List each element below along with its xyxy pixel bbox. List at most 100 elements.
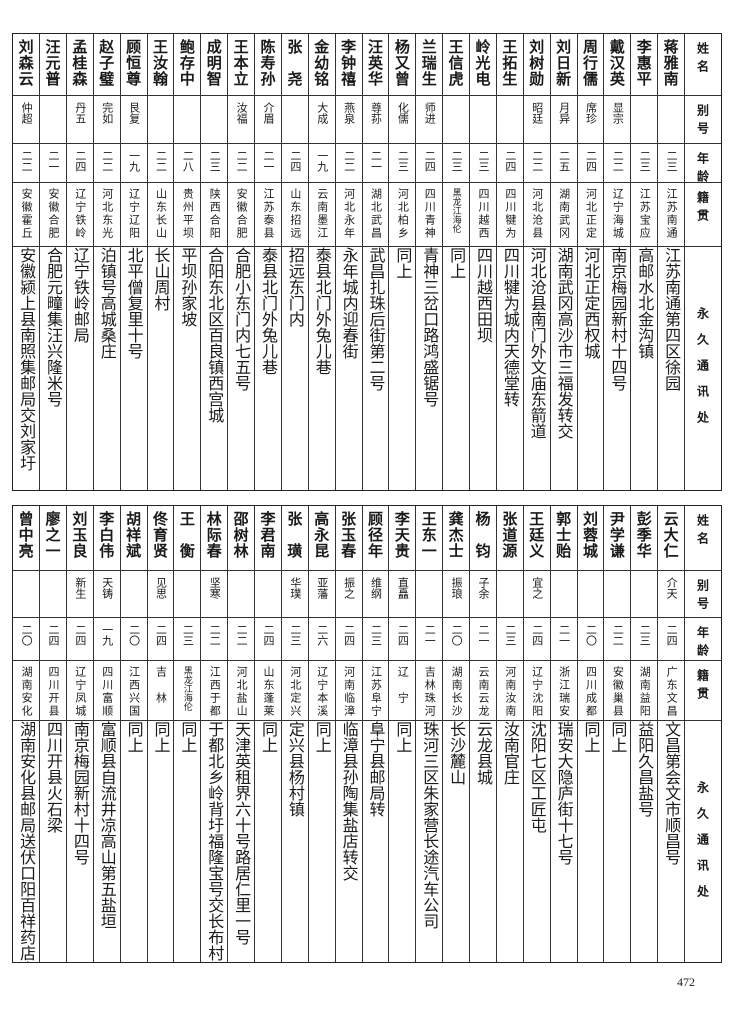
name-text: 龚杰士 <box>446 511 465 559</box>
name-cell: 王汝翰 <box>147 34 174 96</box>
name-text: 刘树勋 <box>527 39 546 87</box>
person-record: 龚杰士 振琅 二〇 湖南长沙 长沙麓山 <box>442 506 469 962</box>
address-cell: 南京梅园新村十四号 <box>604 247 630 490</box>
origin-text: 黑龙江海伦 <box>450 188 461 233</box>
name-text: 张 璜 <box>285 511 304 559</box>
address-cell: 同上 <box>604 721 630 962</box>
origin-text: 江西于都 <box>208 666 222 718</box>
age-text: 二四 <box>46 624 60 646</box>
origin-text: 辽宁铁岭 <box>73 188 87 240</box>
alias-cell <box>174 96 201 144</box>
age-text: 二一 <box>46 150 60 172</box>
age-text: 二二 <box>235 624 249 646</box>
age-text: 二四 <box>423 150 437 172</box>
alias-cell: 见思 <box>147 571 174 618</box>
name-cell: 岭光电 <box>470 34 496 96</box>
origin-cell: 四川犍为 <box>496 183 523 247</box>
person-record: 成明智 二三 陕西合阳 合阳东北区百良镇西宫城 <box>200 34 228 490</box>
age-text: 二四 <box>503 150 517 172</box>
person-record: 邵树林 二二 河北盐山 天津英租界六十号路居仁里一号 <box>227 506 254 962</box>
alias-cell <box>443 96 469 144</box>
name-cell: 张 尧 <box>281 34 308 96</box>
address-cell: 合阳东北区百良镇西宫城 <box>201 247 227 490</box>
origin-text: 四川越西 <box>476 188 490 240</box>
address-text: 安徽颍上县南照集邮局交刘家圩 <box>17 247 37 471</box>
alias-cell: 坚寒 <box>201 571 228 618</box>
alias-cell: 华璞 <box>281 571 308 618</box>
age-cell: 二三 <box>658 144 684 183</box>
age-text: 二四 <box>288 150 302 172</box>
name-cell: 李天贵 <box>389 506 416 571</box>
address-text: 富顺县自流井凉高山第五盐垣 <box>97 721 117 929</box>
origin-cell: 湖南益阳 <box>631 661 658 721</box>
age-cell: 二〇 <box>120 618 147 661</box>
name-cell: 蒋雅南 <box>658 34 684 96</box>
header-column: 姓名 别号 年龄 籍贯 永久通讯处 <box>684 506 721 962</box>
alias-cell: 直矗 <box>389 571 416 618</box>
name-text: 王廷义 <box>527 511 546 559</box>
name-text: 佟育贤 <box>150 511 169 559</box>
address-text: 临漳县孙陶集盐店转交 <box>339 721 359 881</box>
origin-cell: 辽宁海城 <box>604 183 631 247</box>
age-text: 二一 <box>423 624 437 646</box>
address-text: 泰县北门外兔儿巷 <box>258 247 278 375</box>
address-text: 阜宁县邮局转 <box>366 721 386 817</box>
address-text: 合肥小东门内七五号 <box>232 247 252 391</box>
name-text: 尹学谦 <box>607 511 626 559</box>
person-record: 周行儒 席珍 二四 河北正定 河北正定西权城 <box>576 34 604 490</box>
alias-cell: 完如 <box>93 96 120 144</box>
age-text: 一九 <box>100 624 114 646</box>
name-cell: 胡祥斌 <box>120 506 147 571</box>
address-cell: 泰县北门外兔儿巷 <box>309 247 335 490</box>
address-text: 四川越西田坝 <box>473 247 493 343</box>
header-label-origin: 籍贯 <box>695 191 710 227</box>
person-record: 林际春 坚寒 二二 江西于都 于都北乡岭背圩福隆宝号交长布村 <box>200 506 228 962</box>
age-text: 二一 <box>557 624 571 646</box>
name-text: 鲍存中 <box>177 39 196 87</box>
alias-text: 大成 <box>315 102 329 124</box>
alias-cell: 维纲 <box>362 571 389 618</box>
address-text: 益阳久昌盐号 <box>635 721 655 817</box>
age-cell: 二二 <box>604 618 631 661</box>
age-cell: 二四 <box>40 618 66 661</box>
name-text: 王汝翰 <box>150 39 169 87</box>
name-cell: 王拓生 <box>496 34 523 96</box>
name-text: 胡祥斌 <box>124 511 143 559</box>
person-record: 蒋雅南 二三 江苏南通 江苏南通第四区徐园 <box>657 34 684 490</box>
alias-cell <box>201 96 228 144</box>
person-record: 王信虎 二三 黑龙江海伦 同上 <box>442 34 469 490</box>
origin-text: 辽宁沈阳 <box>530 666 544 718</box>
origin-cell: 陕西合阳 <box>201 183 228 247</box>
address-cell: 四川开县火石梁 <box>40 721 66 962</box>
origin-text: 辽宁凤城 <box>73 666 87 718</box>
address-cell: 同上 <box>389 247 415 490</box>
origin-cell: 江苏南通 <box>658 183 684 247</box>
origin-text: 河北正定 <box>584 188 598 240</box>
age-cell: 二四 <box>577 144 604 183</box>
address-cell: 武昌扎珠后街第二号 <box>363 247 389 490</box>
name-cell: 廖之一 <box>40 506 66 571</box>
age-cell: 二四 <box>496 144 523 183</box>
origin-text: 吉 林 <box>154 666 168 705</box>
alias-cell: 亚藩 <box>308 571 335 618</box>
name-text: 高永昆 <box>312 511 331 559</box>
address-cell: 长山周村 <box>148 247 174 490</box>
age-text: 二一 <box>476 624 490 646</box>
age-cell: 二二 <box>523 144 550 183</box>
name-text: 汪英华 <box>365 39 384 87</box>
address-cell: 高邮水北金沟镇 <box>631 247 657 490</box>
age-cell: 二四 <box>658 618 684 661</box>
origin-text: 黑龙江海伦 <box>181 666 192 711</box>
alias-cell <box>147 96 174 144</box>
name-cell: 彭季华 <box>631 506 658 571</box>
name-text: 廖之一 <box>43 511 62 559</box>
name-cell: 李君南 <box>255 506 281 571</box>
header-cell-name: 姓名 <box>685 506 721 571</box>
origin-cell: 湖北武昌 <box>362 183 389 247</box>
header-label-name: 姓名 <box>695 42 710 78</box>
origin-cell: 四川越西 <box>470 183 496 247</box>
address-cell: 同上 <box>443 247 469 490</box>
address-text: 同上 <box>151 721 171 753</box>
alias-cell <box>604 571 631 618</box>
age-cell: 二一 <box>550 618 577 661</box>
